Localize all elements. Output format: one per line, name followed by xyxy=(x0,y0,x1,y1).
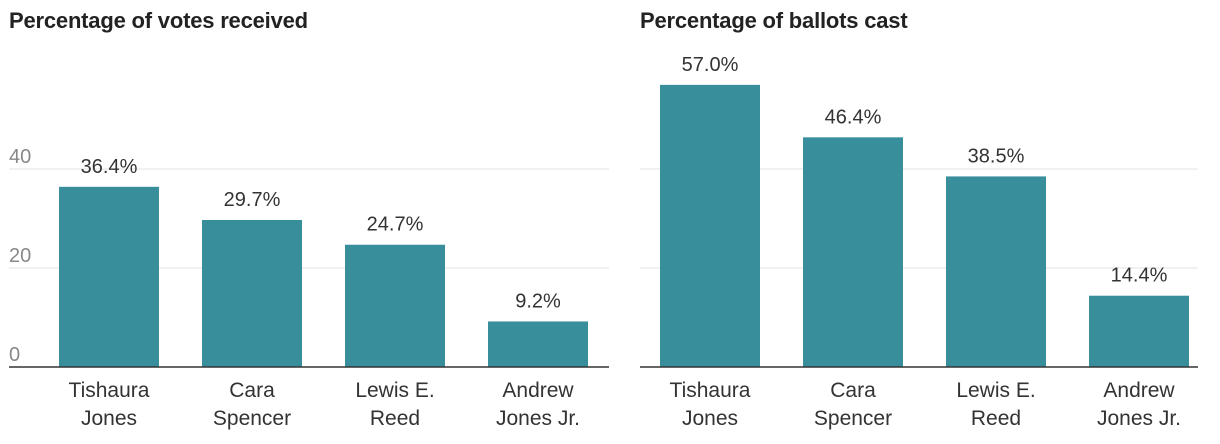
x-category-label: Tishaura xyxy=(69,379,150,402)
x-category-label: Reed xyxy=(971,407,1021,430)
bar-value-label: 14.4% xyxy=(1111,265,1168,287)
x-category-label: Cara xyxy=(229,379,275,402)
bar-value-label: 46.4% xyxy=(825,106,882,128)
x-category-label: Cara xyxy=(830,379,876,402)
x-category-label: Jones Jr. xyxy=(496,407,580,430)
chart-panel-ballots-cast: 57.0% Tishaura Jones 46.4% Cara Spencer 38.5% L… xyxy=(640,54,1198,430)
chart-panel-votes-received: 0 20 40 36.4% Tishaura Jones 29.7% Cara Spencer 2… xyxy=(9,146,609,430)
bar xyxy=(803,137,903,367)
bar xyxy=(59,186,159,367)
x-category-label: Spencer xyxy=(213,407,291,430)
x-category-label: Reed xyxy=(370,407,420,430)
x-category-label: Tishaura xyxy=(670,379,751,402)
x-category-label: Andrew xyxy=(1103,379,1175,402)
x-category-label: Lewis E. xyxy=(956,379,1035,402)
y-tick-label: 40 xyxy=(9,146,31,168)
y-tick-label: 0 xyxy=(9,344,20,366)
x-category-label: Spencer xyxy=(814,407,892,430)
bar-value-label: 38.5% xyxy=(968,145,1025,167)
bar xyxy=(946,176,1046,367)
chart-title-votes-received: Percentage of votes received xyxy=(9,8,308,33)
bar xyxy=(202,219,302,367)
x-category-label: Jones xyxy=(81,407,137,430)
x-category-label: Andrew xyxy=(502,379,574,402)
x-category-label: Jones Jr. xyxy=(1097,407,1181,430)
y-tick-label: 20 xyxy=(9,245,31,267)
bar xyxy=(1089,295,1189,367)
bar xyxy=(345,244,445,367)
bar xyxy=(660,84,760,367)
bar-value-label: 24.7% xyxy=(367,214,424,236)
bar-value-label: 36.4% xyxy=(81,156,138,178)
bar xyxy=(488,321,588,367)
bar-value-label: 9.2% xyxy=(515,290,561,312)
x-category-label: Lewis E. xyxy=(355,379,434,402)
bar-value-label: 57.0% xyxy=(682,54,739,76)
chart-title-ballots-cast: Percentage of ballots cast xyxy=(640,8,908,33)
x-category-label: Jones xyxy=(682,407,738,430)
bar-value-label: 29.7% xyxy=(224,189,281,211)
